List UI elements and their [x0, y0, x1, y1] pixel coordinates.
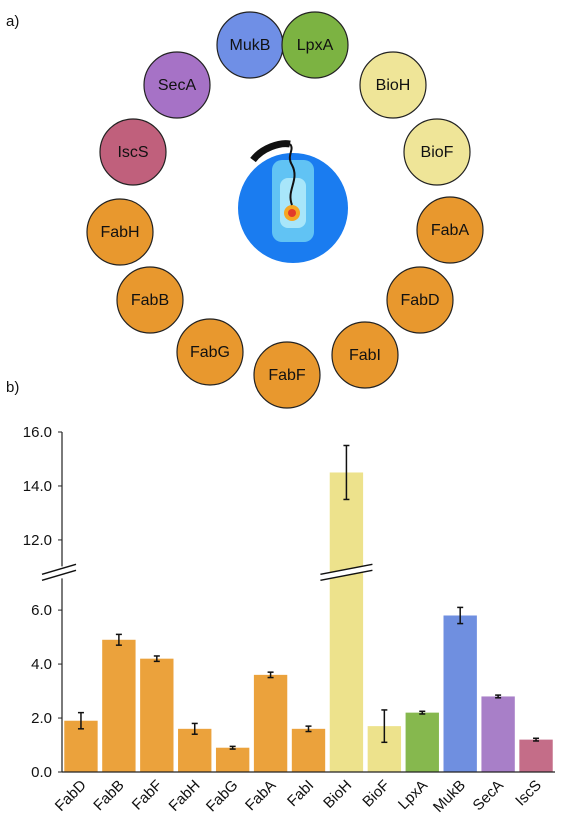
x-tick-label: MukB [430, 777, 469, 816]
node: MukB [217, 12, 283, 78]
bar [140, 659, 173, 772]
y-tick-label: 0.0 [31, 764, 52, 781]
bar [254, 675, 287, 772]
node: FabG [177, 319, 243, 385]
node-label: FabH [100, 224, 139, 241]
bar [519, 740, 552, 772]
y-tick-label: 16.0 [23, 424, 52, 441]
x-tick-label: FabA [242, 777, 279, 814]
x-tick-label: BioF [359, 777, 393, 811]
probe-icon [238, 144, 348, 263]
node: LpxA [282, 12, 348, 78]
node-label: FabB [131, 292, 169, 309]
node: FabA [417, 197, 483, 263]
bar [216, 748, 249, 772]
y-tick-label: 14.0 [23, 478, 52, 495]
node: FabI [332, 322, 398, 388]
node-label: SecA [158, 77, 197, 94]
node-label: FabF [268, 367, 306, 384]
bar [102, 640, 135, 772]
node: FabF [254, 342, 320, 408]
node: FabD [387, 267, 453, 333]
figure: a) b) MukBLpxABioHBioFFabAFabDFabIFabFFa… [0, 0, 561, 827]
y-tick-label: 4.0 [31, 656, 52, 673]
node: SecA [144, 52, 210, 118]
x-tick-label: FabH [166, 777, 204, 815]
node-label: BioF [421, 144, 454, 161]
node: FabH [87, 199, 153, 265]
x-tick-label: FabI [284, 777, 317, 810]
x-tick-label: FabF [129, 777, 166, 814]
x-tick-label: FabD [52, 777, 90, 815]
y-tick-label: 6.0 [31, 602, 52, 619]
panel-label: b) [6, 379, 19, 396]
node-label: FabA [431, 222, 470, 239]
node-label: MukB [230, 37, 271, 54]
bar [406, 713, 439, 772]
x-tick-label: FabG [203, 777, 242, 816]
node: BioH [360, 52, 426, 118]
bar [292, 729, 325, 772]
bar [330, 472, 363, 772]
node-label: IscS [117, 144, 148, 161]
x-tick-label: LpxA [395, 777, 431, 813]
node-label: BioH [376, 77, 411, 94]
x-tick-label: IscS [512, 777, 545, 810]
node-label: FabG [190, 344, 230, 361]
node-label: LpxA [297, 37, 334, 54]
x-tick-label: BioH [320, 777, 355, 812]
bar [481, 696, 514, 772]
node: IscS [100, 119, 166, 185]
node: FabB [117, 267, 183, 333]
bar [444, 615, 477, 772]
panel-label: a) [6, 13, 19, 30]
node-label: FabD [400, 292, 439, 309]
y-tick-label: 2.0 [31, 710, 52, 727]
node-label: FabI [349, 347, 381, 364]
node: BioF [404, 119, 470, 185]
x-tick-label: FabB [90, 777, 127, 814]
bar [178, 729, 211, 772]
y-tick-label: 12.0 [23, 532, 52, 549]
x-tick-label: SecA [470, 777, 507, 814]
